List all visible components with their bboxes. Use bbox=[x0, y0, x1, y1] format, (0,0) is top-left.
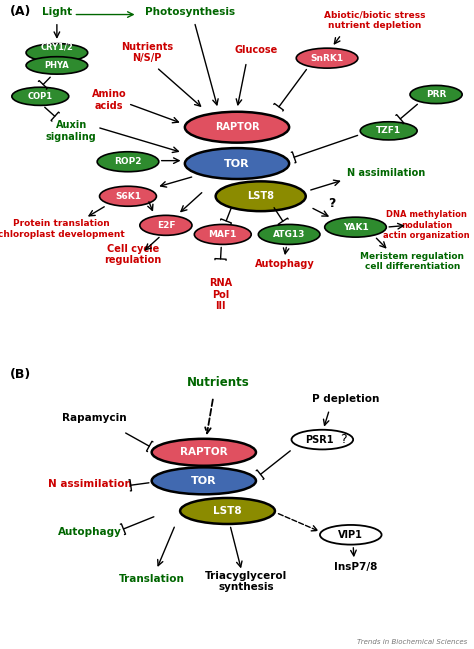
Ellipse shape bbox=[292, 430, 353, 449]
Text: YAK1: YAK1 bbox=[343, 223, 368, 232]
Text: (A): (A) bbox=[9, 5, 31, 18]
Text: Autophagy: Autophagy bbox=[58, 527, 122, 537]
Text: Glucose: Glucose bbox=[234, 45, 278, 55]
Text: TOR: TOR bbox=[224, 158, 250, 169]
Ellipse shape bbox=[410, 86, 462, 104]
Text: Auxin
signaling: Auxin signaling bbox=[46, 120, 97, 141]
Text: Translation: Translation bbox=[119, 574, 184, 584]
Ellipse shape bbox=[97, 152, 159, 172]
Text: TOR: TOR bbox=[191, 476, 217, 486]
Ellipse shape bbox=[152, 439, 256, 466]
Text: Photosynthesis: Photosynthesis bbox=[145, 6, 235, 16]
Ellipse shape bbox=[185, 112, 289, 143]
Ellipse shape bbox=[26, 43, 88, 62]
Text: Nutrients: Nutrients bbox=[187, 376, 249, 389]
Text: Autophagy: Autophagy bbox=[255, 259, 314, 269]
Ellipse shape bbox=[180, 498, 275, 524]
Text: TZF1: TZF1 bbox=[376, 127, 401, 136]
Ellipse shape bbox=[296, 48, 358, 68]
Text: COP1: COP1 bbox=[27, 92, 53, 101]
Ellipse shape bbox=[185, 148, 289, 179]
Text: PRR: PRR bbox=[426, 90, 446, 99]
Text: LST8: LST8 bbox=[247, 191, 274, 201]
Text: ROP2: ROP2 bbox=[114, 157, 142, 166]
Text: MAF1: MAF1 bbox=[209, 230, 237, 239]
Ellipse shape bbox=[325, 217, 386, 237]
Text: Cell cycle
regulation: Cell cycle regulation bbox=[104, 244, 161, 265]
Ellipse shape bbox=[216, 181, 306, 211]
Text: N assimilation: N assimilation bbox=[347, 168, 426, 178]
Ellipse shape bbox=[258, 225, 320, 245]
Text: ATG13: ATG13 bbox=[273, 230, 305, 239]
Text: PHYA: PHYA bbox=[45, 61, 69, 70]
Ellipse shape bbox=[12, 87, 69, 105]
Text: (B): (B) bbox=[9, 368, 31, 381]
Text: Protein translation
chloroplast development: Protein translation chloroplast developm… bbox=[0, 219, 125, 239]
Text: VIP1: VIP1 bbox=[338, 530, 363, 540]
Ellipse shape bbox=[26, 56, 88, 74]
Ellipse shape bbox=[194, 225, 251, 245]
Text: LST8: LST8 bbox=[213, 506, 242, 516]
Text: Abiotic/biotic stress
nutrient depletion: Abiotic/biotic stress nutrient depletion bbox=[324, 10, 425, 30]
Text: S6K1: S6K1 bbox=[115, 191, 141, 201]
Ellipse shape bbox=[360, 122, 417, 140]
Text: N assimilation: N assimilation bbox=[48, 479, 132, 489]
Text: E2F: E2F bbox=[156, 221, 175, 230]
Text: PSR1: PSR1 bbox=[305, 435, 333, 445]
Text: SnRK1: SnRK1 bbox=[310, 54, 344, 63]
Text: Meristem regulation
cell differentiation: Meristem regulation cell differentiation bbox=[360, 252, 465, 271]
Text: InsP7/8: InsP7/8 bbox=[334, 561, 377, 572]
Text: DNA methylation
nodulation
actin organization: DNA methylation nodulation actin organiz… bbox=[383, 210, 470, 240]
Ellipse shape bbox=[140, 215, 192, 236]
Text: Rapamycin: Rapamycin bbox=[63, 413, 127, 422]
Text: Light: Light bbox=[42, 6, 72, 16]
Text: Nutrients
N/S/P: Nutrients N/S/P bbox=[121, 42, 173, 64]
Text: RNA
Pol
III: RNA Pol III bbox=[209, 278, 232, 312]
Text: CRY1/2: CRY1/2 bbox=[40, 43, 73, 52]
Text: Trends in Biochemical Sciences: Trends in Biochemical Sciences bbox=[356, 639, 467, 645]
Ellipse shape bbox=[100, 186, 156, 206]
Ellipse shape bbox=[152, 467, 256, 495]
Text: ?: ? bbox=[328, 197, 336, 210]
Text: Amino
acids: Amino acids bbox=[91, 89, 127, 111]
Text: Triacyglycerol
synthesis: Triacyglycerol synthesis bbox=[205, 570, 288, 593]
Text: RAPTOR: RAPTOR bbox=[180, 447, 228, 458]
Text: P depletion: P depletion bbox=[312, 393, 380, 404]
Text: ?: ? bbox=[340, 433, 347, 446]
Ellipse shape bbox=[320, 525, 382, 545]
Text: RAPTOR: RAPTOR bbox=[215, 122, 259, 132]
